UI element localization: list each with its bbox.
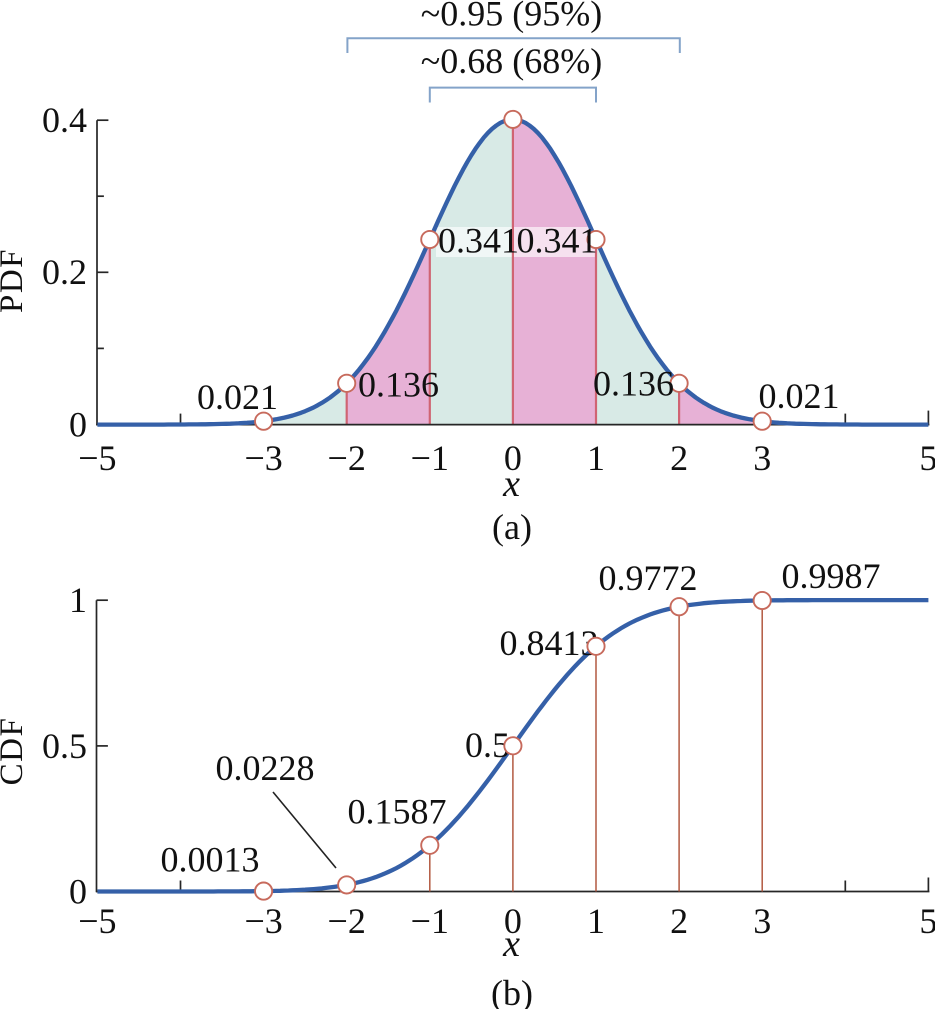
- svg-text:0.4: 0.4: [42, 100, 87, 140]
- svg-text:0.021: 0.021: [197, 377, 278, 417]
- svg-text:0.1587: 0.1587: [348, 792, 447, 832]
- svg-text:2: 2: [670, 438, 688, 478]
- svg-text:CDF: CDF: [0, 717, 30, 786]
- svg-text:−5: −5: [78, 901, 116, 941]
- svg-text:(b): (b): [491, 973, 533, 1009]
- svg-text:0.136: 0.136: [358, 365, 439, 405]
- svg-text:−5: −5: [78, 438, 116, 478]
- svg-text:1: 1: [587, 438, 605, 478]
- svg-text:x: x: [502, 923, 520, 965]
- svg-text:3: 3: [753, 438, 771, 478]
- svg-text:5: 5: [919, 438, 935, 478]
- svg-text:2: 2: [670, 901, 688, 941]
- svg-text:0.2: 0.2: [42, 252, 87, 292]
- svg-text:(a): (a): [492, 507, 532, 547]
- svg-text:~0.95 (95%): ~0.95 (95%): [421, 0, 602, 34]
- svg-text:−3: −3: [244, 901, 282, 941]
- svg-text:5: 5: [919, 901, 935, 941]
- svg-text:~0.68 (68%): ~0.68 (68%): [421, 41, 602, 81]
- svg-text:−2: −2: [328, 438, 366, 478]
- svg-text:−2: −2: [328, 901, 366, 941]
- svg-text:0.5: 0.5: [465, 725, 510, 765]
- svg-text:0.8413: 0.8413: [500, 623, 599, 663]
- svg-text:0.341: 0.341: [438, 221, 519, 261]
- svg-text:0.136: 0.136: [593, 364, 674, 404]
- svg-text:0.5: 0.5: [42, 726, 87, 766]
- svg-text:0: 0: [504, 438, 522, 478]
- svg-text:0.9987: 0.9987: [782, 556, 881, 596]
- svg-text:0.0013: 0.0013: [161, 840, 260, 880]
- svg-text:0: 0: [69, 871, 87, 911]
- svg-text:0: 0: [504, 901, 522, 941]
- svg-text:0.341: 0.341: [517, 221, 598, 261]
- svg-text:0: 0: [69, 405, 87, 445]
- svg-text:0.0228: 0.0228: [216, 748, 315, 788]
- svg-text:PDF: PDF: [0, 248, 30, 313]
- svg-text:1: 1: [69, 580, 87, 620]
- svg-text:−1: −1: [411, 901, 449, 941]
- svg-text:−3: −3: [244, 438, 282, 478]
- svg-text:−1: −1: [411, 438, 449, 478]
- svg-text:x: x: [502, 463, 520, 505]
- svg-text:3: 3: [753, 901, 771, 941]
- svg-text:1: 1: [587, 901, 605, 941]
- svg-text:0.021: 0.021: [759, 376, 840, 416]
- svg-text:0.9772: 0.9772: [599, 558, 698, 598]
